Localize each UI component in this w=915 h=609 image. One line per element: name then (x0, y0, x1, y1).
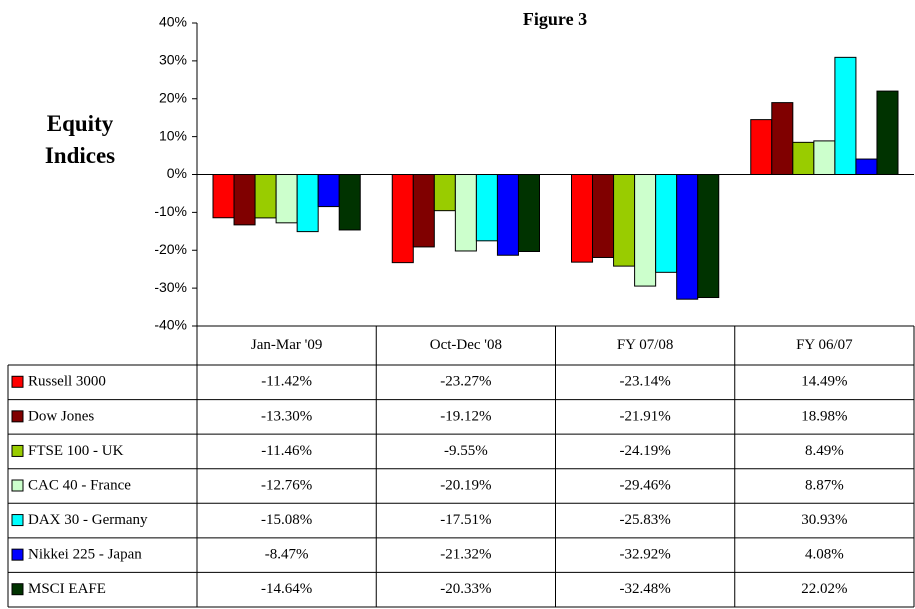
bar (517, 174, 541, 252)
bar (655, 174, 678, 273)
table-value: 4.08% (805, 547, 844, 563)
table-value: -13.30% (261, 408, 312, 424)
table-value: -15.08% (261, 512, 312, 528)
bar (855, 158, 878, 175)
table-value: -11.42% (261, 374, 312, 390)
table-value: -23.14% (620, 374, 671, 390)
table-value: -14.64% (261, 581, 312, 597)
table-value: -32.92% (620, 547, 671, 563)
table-value: -9.55% (444, 443, 488, 459)
legend-swatch (11, 410, 24, 423)
legend-swatch (11, 375, 24, 388)
bar (571, 174, 594, 263)
table-value: -21.91% (620, 408, 671, 424)
bar (792, 141, 815, 176)
bar (254, 174, 277, 219)
bar (613, 174, 636, 267)
y-tick-label: 30% (159, 52, 187, 68)
legend-swatch (11, 444, 24, 457)
table-value: 18.98% (801, 408, 847, 424)
bar (634, 174, 657, 287)
legend-label: Nikkei 225 - Japan (28, 547, 142, 563)
bar (412, 174, 435, 248)
x-tick-label: Oct-Dec '08 (430, 337, 502, 353)
x-tick-label: FY 06/07 (796, 337, 853, 353)
bar (433, 174, 456, 212)
bar (475, 174, 498, 242)
y-tick-label: -40% (154, 317, 187, 333)
table-value: -25.83% (620, 512, 671, 528)
legend-label: Russell 3000 (28, 374, 106, 390)
table-value: 8.87% (805, 477, 844, 493)
legend-swatch (11, 514, 24, 527)
table-value: -21.32% (440, 547, 491, 563)
chart-title: Figure 3 (523, 9, 587, 29)
table-value: -32.48% (620, 581, 671, 597)
table-value: -12.76% (261, 477, 312, 493)
bar (212, 174, 235, 219)
legend-label: FTSE 100 - UK (28, 443, 124, 459)
x-tick-label: Jan-Mar '09 (251, 337, 322, 353)
legend-swatch (11, 548, 24, 561)
y-tick-label: 10% (159, 127, 187, 143)
table-value: -23.27% (440, 374, 491, 390)
legend-label: CAC 40 - France (28, 477, 131, 493)
table-value: 14.49% (801, 374, 847, 390)
table-value: -20.33% (440, 581, 491, 597)
legend-label: DAX 30 - Germany (28, 512, 148, 528)
bar (454, 174, 477, 252)
bar (338, 174, 361, 231)
bar (592, 174, 615, 258)
table-value: -19.12% (440, 408, 491, 424)
bar (676, 174, 699, 300)
table-value: 8.49% (805, 443, 844, 459)
table-value: -17.51% (440, 512, 491, 528)
y-tick-label: 20% (159, 89, 187, 105)
bar (771, 102, 794, 175)
bar (296, 174, 319, 233)
bar (697, 174, 720, 299)
legend-swatch (11, 479, 24, 492)
y-tick-label: -10% (154, 203, 187, 219)
legend-label: Dow Jones (28, 408, 94, 424)
y-tick-label: -20% (154, 241, 187, 257)
bar (750, 119, 773, 175)
table-value: 22.02% (801, 581, 847, 597)
table-value: -20.19% (440, 477, 491, 493)
legend-swatch (11, 583, 24, 596)
bar (317, 174, 340, 208)
x-tick-label: FY 07/08 (617, 337, 674, 353)
y-tick-label: -30% (154, 279, 187, 295)
table-value: -24.19% (620, 443, 671, 459)
table-value: -11.46% (261, 443, 312, 459)
legend-label: MSCI EAFE (28, 581, 106, 597)
bar (391, 174, 414, 264)
table-value: -29.46% (620, 477, 671, 493)
table-value: -8.47% (265, 547, 309, 563)
bar (275, 174, 298, 224)
bar (813, 140, 836, 175)
y-tick-label: 0% (167, 165, 187, 181)
bar (834, 56, 857, 176)
y-tick-label: 40% (159, 14, 187, 30)
bar (876, 90, 899, 175)
table-value: 30.93% (801, 512, 847, 528)
bar (496, 174, 519, 256)
bar (233, 174, 256, 226)
axis-label: Equity Indices (44, 111, 116, 168)
